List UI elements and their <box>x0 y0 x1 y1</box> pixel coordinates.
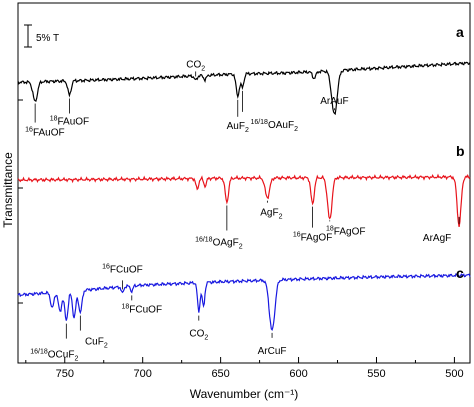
annotation-b-2: 18FAgOF <box>326 225 365 237</box>
annotation-sup: 18 <box>50 115 58 122</box>
annotation-text: OAuF <box>268 120 294 131</box>
x-tick-label: 500 <box>445 368 463 380</box>
annotation-text: CO <box>186 59 201 70</box>
x-axis-ticks: 750 700 650 600 550 500 <box>25 357 464 380</box>
x-tick-label: 650 <box>211 368 229 380</box>
annotation-text: FCu <box>110 264 129 275</box>
annotation-text: CO <box>189 329 204 340</box>
annotation-text: FAg <box>301 233 319 244</box>
annotation-text: FAu <box>33 128 51 139</box>
x-tick-label: 550 <box>367 368 385 380</box>
annotation-text: FAg <box>334 226 352 237</box>
annotation-sup: 18 <box>121 303 129 310</box>
annotation-c-3: CuF2 <box>85 337 108 350</box>
annotation-a-2: AuF2 <box>227 121 249 134</box>
scale-bar-label: 5% T <box>36 33 59 44</box>
annotation-a-4: 18FAuOF <box>50 115 89 127</box>
annotation-tail: OF <box>352 226 366 237</box>
plot-frame <box>17 2 471 364</box>
x-tick-label: 700 <box>134 368 152 380</box>
annotation-sup: 16 <box>293 232 301 239</box>
annotation-text: OCuF <box>48 350 75 361</box>
annotation-text: FCu <box>129 304 148 315</box>
annotation-text: ArCuF <box>258 346 287 357</box>
annotation-sup: 16 <box>25 127 33 134</box>
panel-label-c: c <box>456 265 464 281</box>
annotation-a-3: 16/18OAuF2 <box>250 119 298 133</box>
annotation-c-5: ArCuF <box>258 346 287 357</box>
annotation-text: AgF <box>260 208 278 219</box>
annotation-sub: 2 <box>204 335 208 342</box>
annotation-text: FAu <box>57 116 75 127</box>
annotation-b-3: 16FAgOF <box>293 232 332 244</box>
annotation-text: ArAuF <box>320 96 348 107</box>
annotation-a-0: CO2 <box>186 59 205 72</box>
annotation-text: CuF <box>85 337 104 348</box>
annotation-sub: 2 <box>74 356 78 363</box>
annotation-sup: 18 <box>326 225 334 232</box>
annotation-sub: 2 <box>279 214 283 221</box>
annotation-sub: 2 <box>294 126 298 133</box>
annotations: CO2ArAuFAuF216/18OAuF218FAuOF16FAuOF16/1… <box>25 59 460 363</box>
annotation-tail: OF <box>75 116 89 127</box>
annotation-text: ArAgF <box>423 233 451 244</box>
annotation-c-4: CO2 <box>189 329 208 342</box>
annotation-text: OAgF <box>213 237 239 248</box>
annotation-b-0: 16/18OAgF2 <box>195 236 243 250</box>
spectrum-a <box>17 61 471 116</box>
x-tick-label: 600 <box>289 368 307 380</box>
annotation-tail: OF <box>51 128 65 139</box>
annotation-a-1: ArAuF <box>320 96 348 107</box>
annotation-b-1: AgF2 <box>260 208 282 221</box>
scale-bar: 5% T <box>24 24 59 48</box>
annotation-c-2: 16/18OCuF2 <box>30 349 78 363</box>
x-tick-label: 750 <box>56 368 74 380</box>
y-axis-label: Transmittance <box>1 152 15 228</box>
annotation-c-0: 16FCuOF <box>102 263 143 275</box>
annotation-sup: 16 <box>102 263 110 270</box>
annotation-tail: OF <box>318 233 332 244</box>
annotation-tail: OF <box>148 304 162 315</box>
annotation-sup: 16/18 <box>195 236 213 243</box>
annotation-a-5: 16FAuOF <box>25 127 64 139</box>
annotation-tail: OF <box>129 264 143 275</box>
annotation-sub: 2 <box>239 243 243 250</box>
spectrum-c <box>17 273 471 331</box>
annotation-sub: 2 <box>201 65 205 72</box>
spectra <box>17 61 471 331</box>
annotation-sub: 2 <box>104 343 108 350</box>
annotation-sup: 16/18 <box>30 349 48 356</box>
annotation-sub: 2 <box>245 127 249 134</box>
annotation-text: AuF <box>227 121 245 132</box>
panel-label-a: a <box>456 24 464 40</box>
panel-label-b: b <box>456 143 465 159</box>
x-axis-label: Wavenumber (cm⁻¹) <box>190 387 299 401</box>
annotation-c-1: 18FCuOF <box>121 303 162 315</box>
annotation-b-4: ArAgF <box>423 233 451 244</box>
spectrum-b <box>17 173 471 227</box>
annotation-sup: 16/18 <box>250 119 268 126</box>
